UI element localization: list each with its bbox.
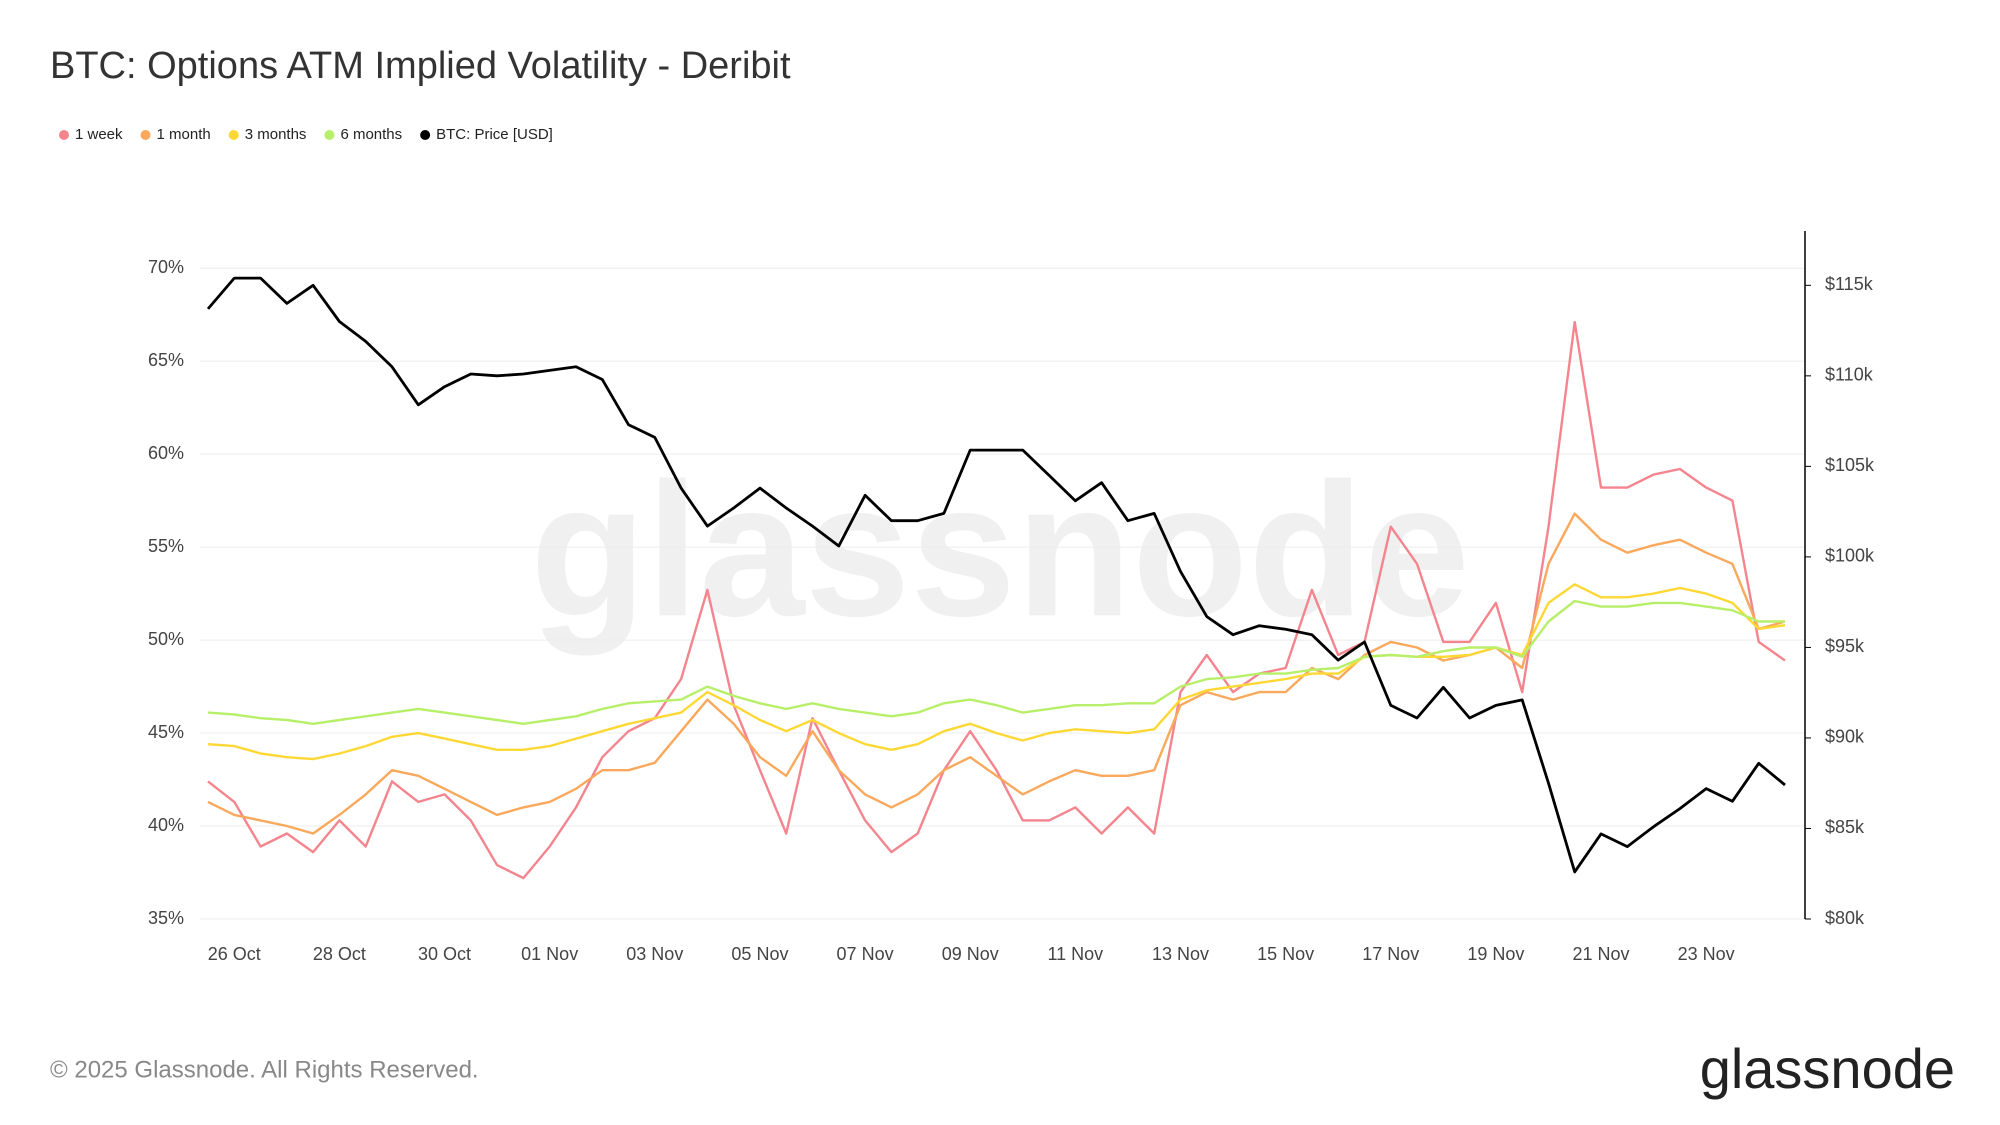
- y-tick-label: 35%: [148, 908, 184, 928]
- legend-label: 3 months: [245, 126, 307, 143]
- series-line: [207, 320, 1786, 880]
- x-tick-label: 13 Nov: [1152, 944, 1209, 964]
- watermark: glassnode: [530, 444, 1470, 656]
- y-tick-label: 55%: [148, 536, 184, 556]
- x-tick-label: 28 Oct: [313, 944, 366, 964]
- y-tick-label: 45%: [148, 722, 184, 742]
- x-tick-label: 23 Nov: [1678, 944, 1735, 964]
- y2-tick-label: $85k: [1825, 817, 1865, 837]
- y-tick-label: 60%: [148, 443, 184, 463]
- x-tick-label: 09 Nov: [942, 944, 999, 964]
- y2-tick-label: $110k: [1825, 365, 1874, 385]
- series-line: [206, 276, 1786, 874]
- y2-tick-label: $115k: [1825, 274, 1874, 294]
- y2-tick-label: $95k: [1825, 636, 1865, 656]
- y2-tick-label: $80k: [1825, 908, 1865, 928]
- x-tick-label: 26 Oct: [208, 944, 261, 964]
- legend-marker: [420, 130, 431, 140]
- x-tick-label: 21 Nov: [1572, 944, 1629, 964]
- y-tick-label: 70%: [148, 257, 184, 277]
- series-line: [207, 599, 1785, 725]
- x-tick-label: 03 Nov: [626, 944, 683, 964]
- y-tick-label: 50%: [148, 629, 184, 649]
- legend-marker: [324, 130, 335, 140]
- chart-title: BTC: Options ATM Implied Volatility - De…: [50, 45, 791, 87]
- series-line: [207, 512, 1786, 835]
- legend-marker: [228, 130, 239, 140]
- legend-marker: [140, 130, 151, 140]
- y-tick-label: 65%: [148, 350, 184, 370]
- legend-label: 1 month: [157, 126, 211, 143]
- x-tick-label: 01 Nov: [521, 944, 578, 964]
- x-tick-label: 19 Nov: [1467, 944, 1524, 964]
- x-tick-label: 17 Nov: [1362, 944, 1419, 964]
- logo: glassnode: [1700, 1037, 1955, 1100]
- x-tick-label: 30 Oct: [418, 944, 471, 964]
- legend-label: BTC: Price [USD]: [436, 126, 553, 143]
- copyright: © 2025 Glassnode. All Rights Reserved.: [50, 1056, 479, 1083]
- x-tick-label: 11 Nov: [1047, 944, 1103, 964]
- legend-label: 1 week: [75, 126, 123, 143]
- x-tick-label: 15 Nov: [1257, 944, 1314, 964]
- legend-label: 6 months: [340, 126, 402, 143]
- y-tick-label: 40%: [148, 815, 184, 835]
- x-tick-label: 07 Nov: [837, 944, 894, 964]
- x-tick-label: 05 Nov: [731, 944, 788, 964]
- legend-marker: [59, 130, 69, 140]
- y2-tick-label: $105k: [1825, 455, 1875, 475]
- y2-tick-label: $100k: [1825, 546, 1875, 566]
- y2-tick-label: $90k: [1825, 727, 1865, 747]
